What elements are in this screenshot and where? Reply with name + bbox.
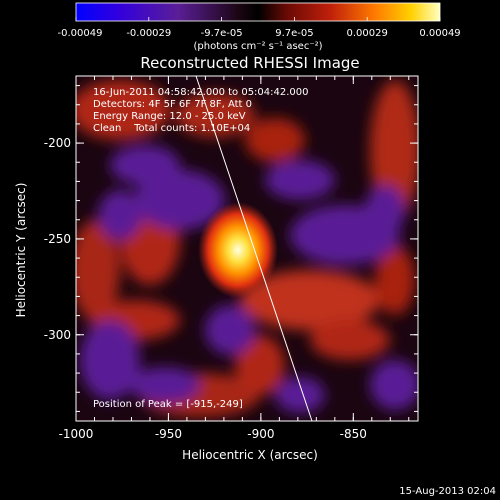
x-tick-label: -1000 (59, 427, 94, 441)
image-title: Reconstructed RHESSI Image (140, 54, 359, 72)
method-counts: Clean Total counts: 1.10E+04 (93, 123, 250, 134)
colorbar-tick-label: -0.00049 (58, 28, 103, 39)
x-tick-label: -900 (247, 427, 274, 441)
colorbar-unit-label: (photons cm⁻² s⁻¹ asec⁻²) (193, 41, 322, 52)
plot-frame (75, 75, 419, 422)
colorbar-tick-label: -0.00029 (126, 28, 171, 39)
colorbar-tick-label: 9.7e-05 (275, 28, 313, 39)
energy-range: Energy Range: 12.0 - 25.0 keV (93, 111, 246, 122)
y-tick-label: -200 (44, 136, 71, 150)
colorbar (75, 2, 441, 22)
x-axis-label: Heliocentric X (arcsec) (182, 448, 318, 462)
colorbar-tick-label: -9.7e-05 (201, 28, 243, 39)
x-tick-label: -850 (340, 427, 367, 441)
x-axis-ticks: -1000 -950 -900 -850 (59, 76, 410, 441)
y-axis-label: Heliocentric Y (arcsec) (14, 183, 28, 318)
observation-info: 16-Jun-2011 04:58:42.000 to 05:04:42.000… (93, 87, 309, 134)
flare-source (198, 202, 278, 298)
peak-position: Position of Peak = [-915,-249] (93, 399, 243, 410)
colorbar-tick-label: 0.00029 (347, 28, 388, 39)
y-tick-label: -250 (44, 232, 71, 246)
image-map (76, 76, 418, 421)
time-range: 16-Jun-2011 04:58:42.000 to 05:04:42.000 (93, 87, 309, 98)
colorbar-ticks (75, 17, 441, 21)
colorbar-tick-labels: -0.00049 -0.00029 -9.7e-05 9.7e-05 0.00029 0.… (58, 28, 461, 39)
colorbar-tick-label: 0.00049 (419, 28, 460, 39)
y-axis-ticks: -200 -250 -300 (44, 85, 418, 412)
y-tick-label: -300 (44, 328, 71, 342)
solar-limb (195, 76, 313, 421)
detectors: Detectors: 4F 5F 6F 7F 8F, Att 0 (93, 99, 252, 110)
x-tick-label: -950 (155, 427, 182, 441)
footer-date: 15-Aug-2013 02:04 (399, 486, 496, 497)
